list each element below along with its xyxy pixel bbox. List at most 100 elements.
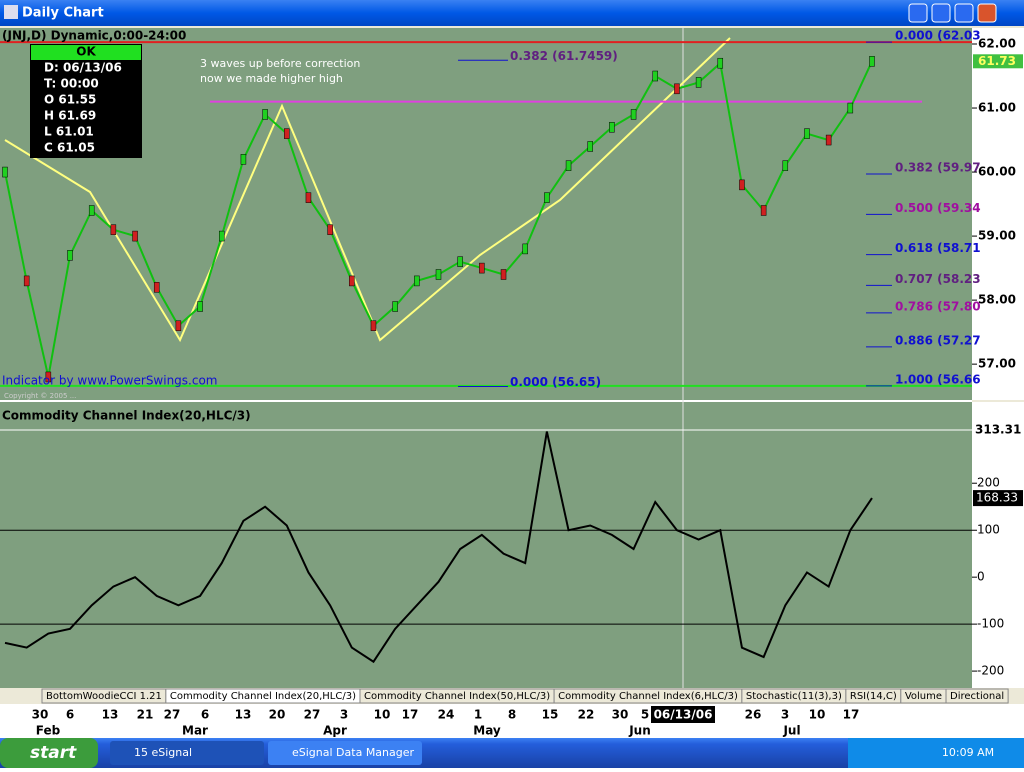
day-label: 06/13/06 bbox=[654, 708, 713, 722]
taskbar-item-label: eSignal Data Manager bbox=[292, 746, 415, 759]
day-label: 22 bbox=[578, 708, 595, 722]
day-label: 13 bbox=[235, 708, 252, 722]
close-mark bbox=[219, 230, 225, 242]
close-mark bbox=[349, 275, 355, 287]
info-line: H 61.69 bbox=[44, 109, 96, 123]
close-mark bbox=[435, 269, 442, 280]
price-tick-label: 60.00 bbox=[978, 165, 1016, 179]
close-mark bbox=[414, 275, 420, 287]
taskbar-item[interactable] bbox=[268, 741, 422, 765]
close-mark bbox=[370, 320, 377, 331]
close-mark bbox=[674, 83, 680, 95]
close-mark bbox=[392, 301, 398, 312]
info-line: C 61.05 bbox=[44, 141, 95, 155]
day-label: 17 bbox=[843, 708, 860, 722]
close-mark bbox=[2, 166, 8, 178]
cci-axis bbox=[972, 402, 1024, 688]
cci-line bbox=[4, 431, 873, 664]
copyright: Copyright © 2005 ... bbox=[4, 392, 76, 400]
cci-title: Commodity Channel Index(20,HLC/3) bbox=[2, 409, 251, 423]
price-axis bbox=[972, 28, 1024, 400]
close-mark bbox=[544, 192, 550, 203]
day-label: 15 bbox=[542, 708, 559, 722]
day-label: 6 bbox=[201, 708, 209, 722]
close-mark bbox=[609, 121, 615, 133]
day-label: 10 bbox=[374, 708, 391, 722]
close-mark bbox=[739, 179, 745, 191]
taskbar-item[interactable] bbox=[110, 741, 264, 765]
close-mark bbox=[500, 269, 507, 280]
cci-tick-label: -100 bbox=[977, 617, 1004, 631]
fib-label: 0.000 (56.65) bbox=[510, 375, 601, 389]
fib-label: 0.000 (62.03 bbox=[895, 29, 981, 43]
close-mark bbox=[284, 128, 290, 139]
price-tick-label: 59.00 bbox=[978, 229, 1016, 243]
tab-label: RSI(14,C) bbox=[850, 691, 897, 702]
close-mark bbox=[630, 109, 637, 120]
tab-label: Directional bbox=[950, 691, 1004, 702]
annotation: now we made higher high bbox=[200, 72, 343, 85]
day-label: 26 bbox=[745, 708, 762, 722]
month-label: Apr bbox=[323, 724, 347, 738]
fib-label: 0.786 (57.80 bbox=[895, 299, 981, 313]
info-line: D: 06/13/06 bbox=[44, 61, 122, 75]
tab-label: Commodity Channel Index(50,HLC/3) bbox=[364, 691, 550, 702]
day-label: 27 bbox=[164, 708, 181, 722]
close-mark bbox=[652, 70, 658, 82]
day-label: 1 bbox=[474, 708, 482, 722]
window-title: Daily Chart bbox=[22, 6, 104, 21]
tab-label: Commodity Channel Index(6,HLC/3) bbox=[558, 691, 738, 702]
fib-label: 0.886 (57.27 bbox=[895, 333, 981, 347]
info-line: OK bbox=[76, 45, 96, 59]
day-label: 5 bbox=[641, 708, 649, 722]
close-mark bbox=[88, 205, 95, 216]
cci-panel bbox=[0, 402, 972, 688]
maximize-button[interactable] bbox=[954, 3, 974, 23]
date-axis bbox=[0, 704, 1024, 738]
close-button[interactable] bbox=[977, 3, 997, 23]
fib-label: 0.500 (59.34 bbox=[895, 201, 981, 215]
window-icon bbox=[4, 5, 18, 19]
cci-top-label: 313.31 bbox=[975, 423, 1021, 437]
close-mark bbox=[522, 243, 528, 255]
tab[interactable] bbox=[945, 688, 1009, 704]
day-label: 6 bbox=[66, 708, 74, 722]
tab-label: Stochastic(11(3),3) bbox=[746, 691, 842, 702]
month-label: May bbox=[473, 724, 501, 738]
wave-annotation bbox=[4, 37, 731, 343]
day-label: 13 bbox=[102, 708, 119, 722]
price-tick-label: 62.00 bbox=[978, 37, 1016, 51]
close-mark bbox=[110, 224, 117, 235]
day-label: 21 bbox=[137, 708, 154, 722]
day-label: 8 bbox=[508, 708, 516, 722]
cci-tick-label: 0 bbox=[977, 570, 985, 584]
close-mark bbox=[23, 275, 30, 287]
close-mark bbox=[132, 230, 138, 242]
help-button[interactable] bbox=[908, 3, 928, 23]
month-label: Jun bbox=[628, 724, 651, 738]
cci-tick-label: -200 bbox=[977, 664, 1004, 678]
close-mark bbox=[457, 256, 463, 267]
day-label: 20 bbox=[269, 708, 286, 722]
last-price-bubble bbox=[973, 54, 1023, 69]
info-line: O 61.55 bbox=[44, 93, 96, 107]
minimize-button[interactable] bbox=[931, 3, 951, 23]
close-mark bbox=[305, 192, 312, 203]
day-label: 3 bbox=[781, 708, 789, 722]
day-label: 3 bbox=[340, 708, 348, 722]
close-mark bbox=[695, 77, 702, 88]
tab-label: BottomWoodieCCI 1.21 bbox=[46, 691, 162, 702]
annotation: 3 waves up before correction bbox=[200, 57, 360, 70]
cci-last-label: 168.33 bbox=[976, 491, 1018, 505]
day-label: 24 bbox=[438, 708, 455, 722]
close-mark bbox=[153, 282, 160, 293]
credit: Indicator by www.PowerSwings.com bbox=[2, 374, 218, 388]
day-label: 10 bbox=[809, 708, 826, 722]
close-mark bbox=[869, 56, 875, 67]
start-button[interactable] bbox=[0, 738, 98, 768]
tab-label: Volume bbox=[905, 691, 942, 702]
close-mark bbox=[197, 301, 203, 312]
day-label: 30 bbox=[32, 708, 49, 722]
month-label: Jul bbox=[782, 724, 800, 738]
cci-tick-label: 200 bbox=[977, 476, 1000, 490]
